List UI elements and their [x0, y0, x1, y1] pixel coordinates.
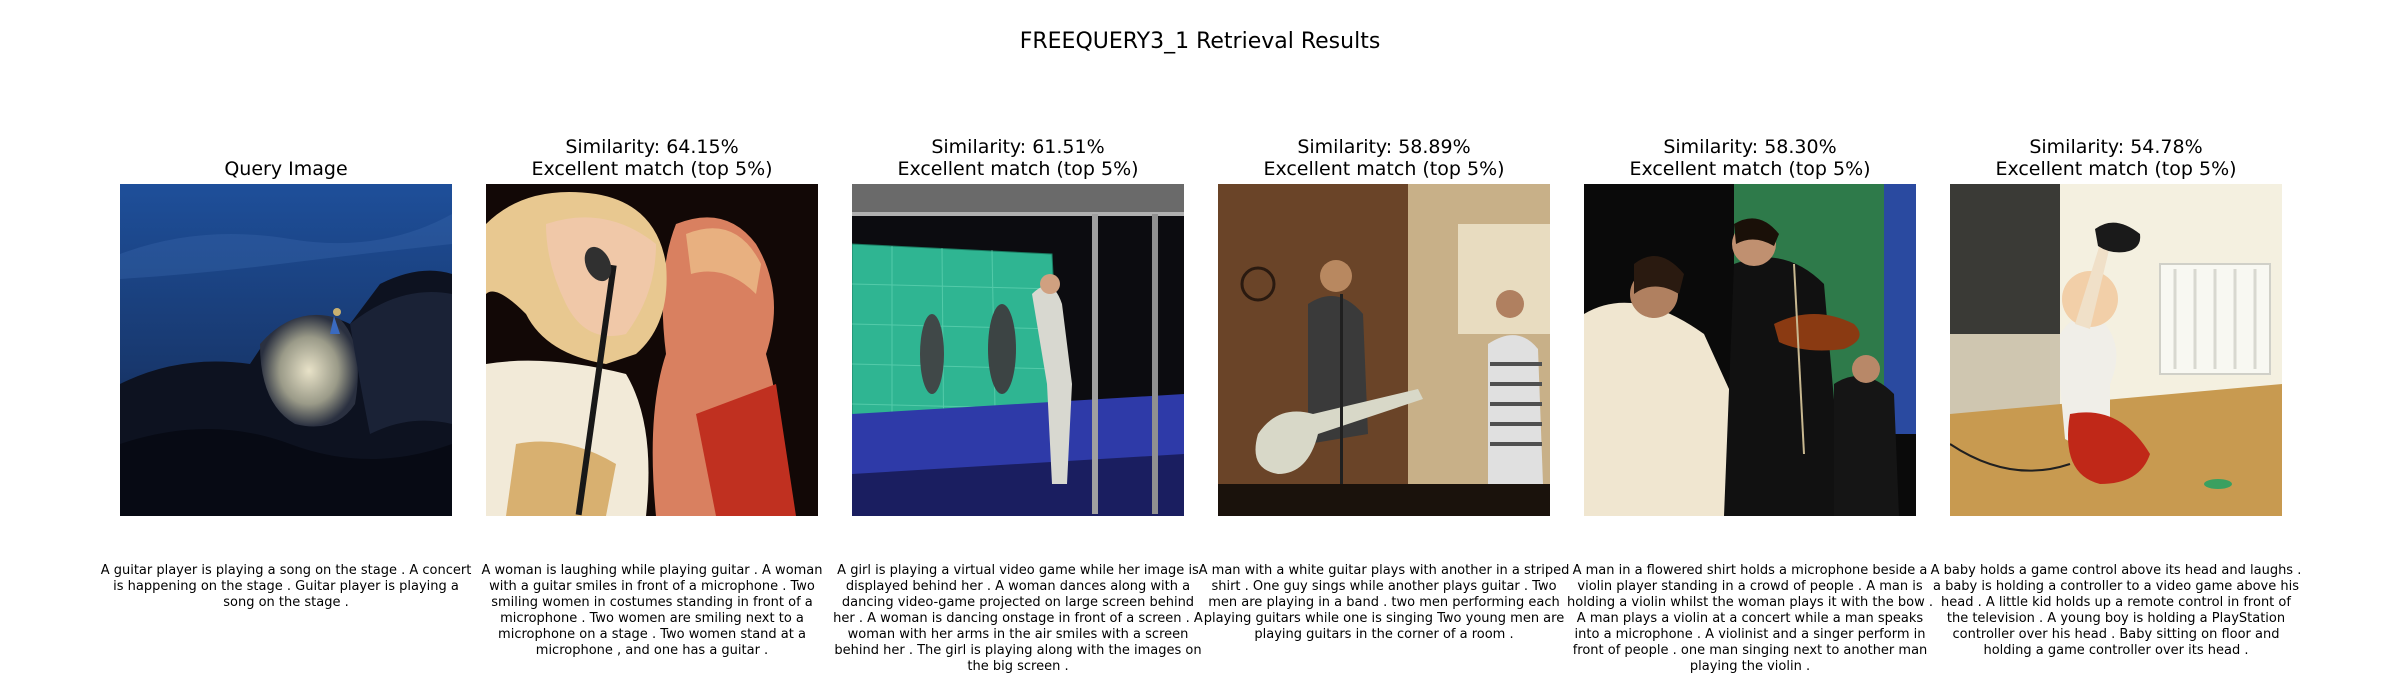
- similarity-label: Similarity: 58.30%: [1663, 136, 1837, 158]
- result-title-1: Similarity: 64.15% Excellent match (top 5…: [446, 136, 858, 180]
- similarity-label: Similarity: 61.51%: [931, 136, 1105, 158]
- match-label: Excellent match (top 5%): [1629, 158, 1871, 180]
- result-panel-1: Similarity: 64.15% Excellent match (top 5…: [481, 0, 822, 700]
- result-image-1: [486, 184, 818, 516]
- result-title-3: Similarity: 58.89% Excellent match (top 5…: [1178, 136, 1590, 180]
- result-image-2: [852, 184, 1184, 516]
- result-title-4: Similarity: 58.30% Excellent match (top 5…: [1544, 136, 1956, 180]
- similarity-label: Similarity: 54.78%: [2029, 136, 2203, 158]
- similarity-label: Similarity: 64.15%: [565, 136, 739, 158]
- result-caption-2: A girl is playing a virtual video game w…: [833, 563, 1203, 674]
- query-image: [120, 184, 452, 516]
- girl-dancing-video-game-photo: [852, 184, 1184, 516]
- result-image-3: [1218, 184, 1550, 516]
- violin-and-singer-photo: [1584, 184, 1916, 516]
- result-image-5: [1950, 184, 2282, 516]
- match-label: Excellent match (top 5%): [897, 158, 1139, 180]
- band-in-room-photo: [1218, 184, 1550, 516]
- women-at-microphone-photo: [486, 184, 818, 516]
- result-title-5: Similarity: 54.78% Excellent match (top 5…: [1910, 136, 2322, 180]
- result-caption-3: A man with a white guitar plays with ano…: [1198, 563, 1570, 642]
- match-label: Excellent match (top 5%): [1995, 158, 2237, 180]
- match-label: Excellent match (top 5%): [1263, 158, 1505, 180]
- result-caption-5: A baby holds a game control above its he…: [1930, 563, 2302, 658]
- match-label: Excellent match (top 5%): [531, 158, 773, 180]
- result-caption-1: A woman is laughing while playing guitar…: [481, 563, 823, 658]
- rock-climber-night-photo: [120, 184, 452, 516]
- result-panel-3: Similarity: 58.89% Excellent match (top 5…: [1199, 0, 1570, 700]
- figure-title: FREEQUERY3_1 Retrieval Results: [1019, 29, 1381, 54]
- result-image-4: [1584, 184, 1916, 516]
- query-title: Query Image: [224, 158, 348, 180]
- result-panel-2: Similarity: 61.51% Excellent match (top 5…: [833, 0, 1203, 700]
- result-caption-4: A man in a flowered shirt holds a microp…: [1567, 563, 1933, 674]
- result-title-2: Similarity: 61.51% Excellent match (top 5…: [812, 136, 1224, 180]
- baby-with-controller-photo: [1950, 184, 2282, 516]
- query-caption: A guitar player is playing a song on the…: [100, 563, 472, 610]
- result-panel-4: Similarity: 58.30% Excellent match (top 5…: [1567, 0, 1933, 700]
- result-panel-5: Similarity: 54.78% Excellent match (top 5…: [1931, 0, 2302, 700]
- similarity-label: Similarity: 58.89%: [1297, 136, 1471, 158]
- query-panel: Query Image: [101, 0, 472, 700]
